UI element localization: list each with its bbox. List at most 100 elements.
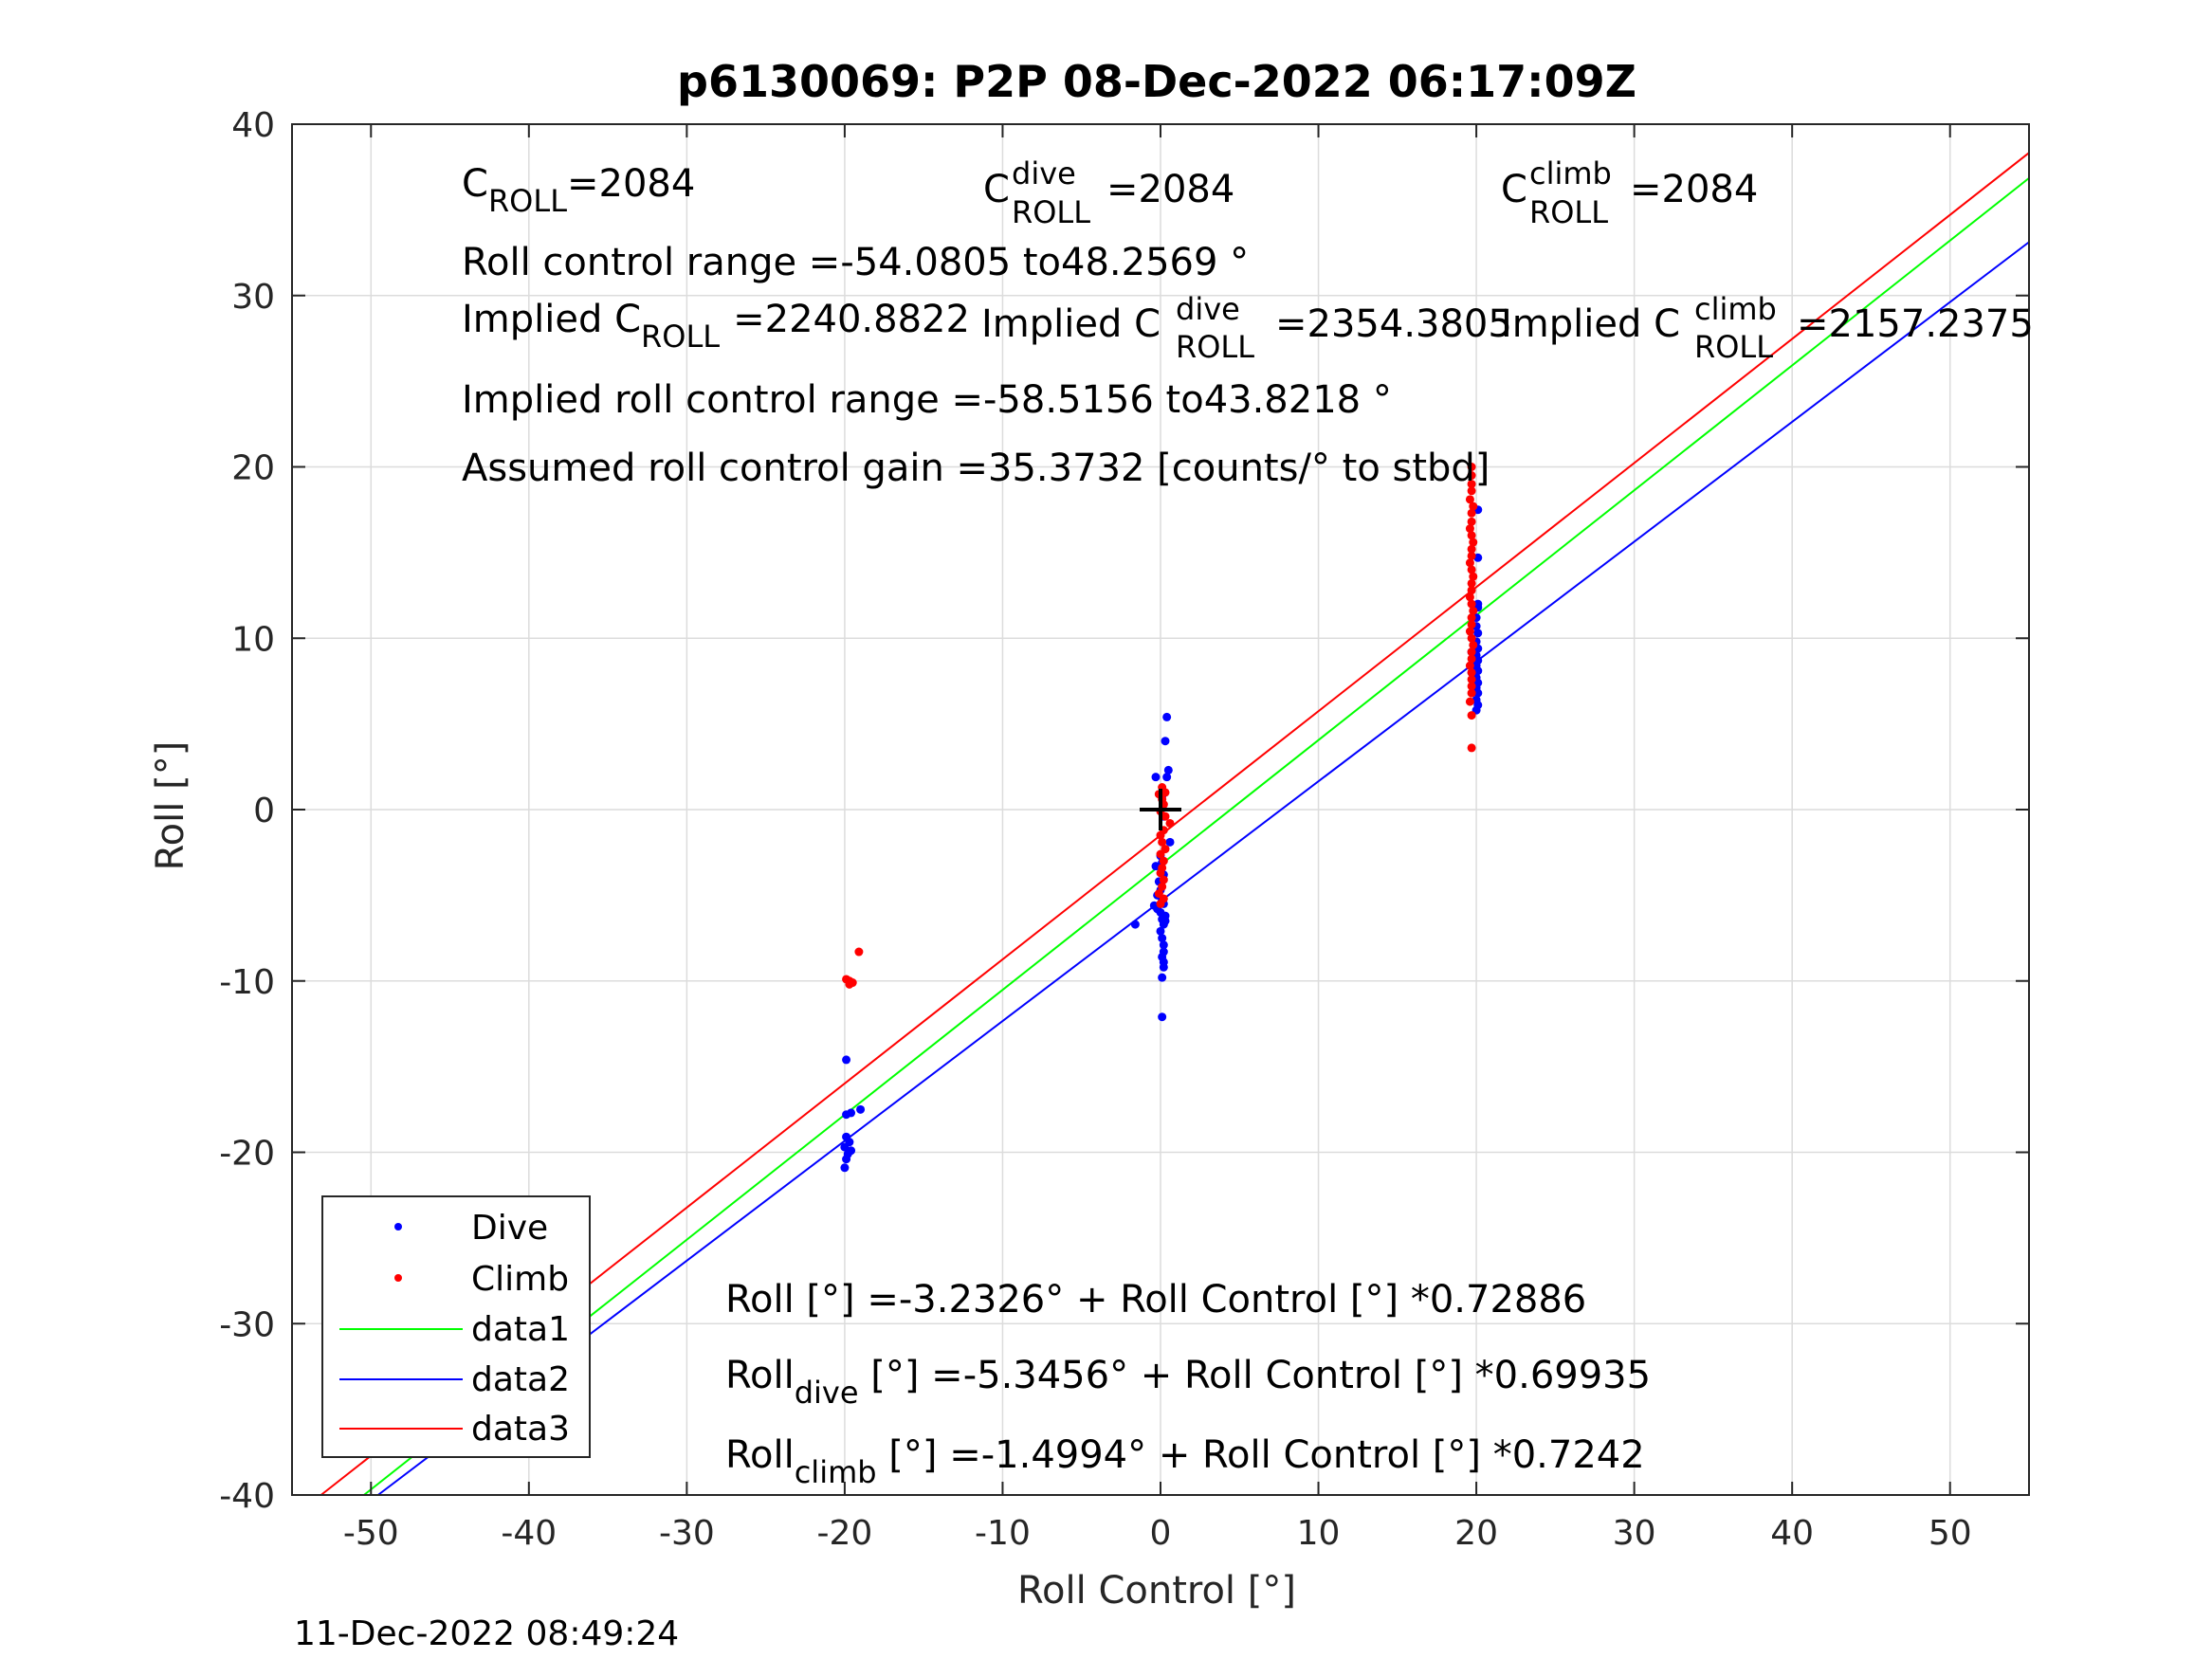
x-tick-label: 50 [1929,1514,1972,1553]
x-tick-label: -30 [659,1514,715,1553]
climb-point [1469,606,1478,615]
climb-point [1156,868,1165,878]
climb-point [1467,544,1476,554]
climb-point [1467,480,1476,489]
x-tick-label: 0 [1150,1514,1172,1553]
climb-point [1465,627,1474,636]
climb-point [1469,538,1478,547]
dive-point [847,1108,856,1118]
dive-point [840,1142,850,1152]
fit-dive-equation: Rolldive [°] =-5.3456° + Roll Control [°… [725,1354,1651,1411]
legend-data3-label: data3 [471,1410,570,1449]
y-axis-label: Roll [°] [149,741,192,871]
chart-title: p6130069: P2P 08-Dec-2022 06:17:09Z [677,56,1636,107]
dive-point [842,1055,851,1065]
climb-point [1467,647,1476,657]
dive-point [1163,765,1173,775]
c-roll-dive-value: =2084 [1106,168,1234,211]
implied-range: Implied roll control range =-58.5156 to4… [462,378,1392,422]
c-roll-climb-sup: climb [1529,155,1612,191]
climb-point [1467,551,1476,560]
implied-c-roll-climb-value: =2157.2375 [1797,302,2034,346]
dive-point [1158,934,1167,943]
climb-point [1467,599,1476,609]
climb-point [1467,667,1476,677]
roll-control-range: Roll control range =-54.0805 to48.2569 ° [462,241,1249,284]
dive-point [1473,629,1483,638]
climb-point [1465,558,1474,568]
y-tick-label: -10 [219,963,275,1002]
climb-point [1467,586,1476,595]
tick-labels: -50 -40 -30 -20 -10 0 10 20 30 40 50 -40 -30 -20 -10 0 1… [219,106,1971,1553]
x-tick-label: 30 [1613,1514,1656,1553]
fit-climb-equation: Rollclimb [°] =-1.4994° + Roll Control [… [725,1433,1645,1490]
climb-point [1465,592,1474,602]
dive-point [1473,688,1483,698]
x-tick-label: -10 [975,1514,1031,1553]
climb-point [1469,640,1478,649]
climb-point [1158,837,1167,847]
dive-point [1158,1012,1167,1022]
x-tick-label: 10 [1297,1514,1341,1553]
climb-point [1467,682,1476,691]
legend-dive-label: Dive [471,1209,548,1248]
climb-point [1467,613,1476,623]
y-tick-label: 10 [231,620,275,659]
climb-point [1156,830,1165,840]
climb-point [1467,675,1476,684]
climb-point [1465,495,1474,504]
gain-annotation: Assumed roll control gain =35.3732 [coun… [462,447,1490,490]
climb-point [1467,565,1476,574]
c-roll-climb-sub: ROLL [1529,194,1608,230]
climb-point [1465,661,1474,670]
climb-point [1467,531,1476,540]
dive-point [1162,773,1172,782]
climb-point [1467,654,1476,664]
x-tick-label: 20 [1454,1514,1498,1553]
y-tick-label: 30 [231,278,275,317]
climb-point [845,979,854,989]
climb-point [1467,463,1476,471]
x-axis-label: Roll Control [°] [1017,1569,1296,1613]
climb-point [1467,471,1476,481]
climb-point [1158,882,1167,891]
c-roll-climb-annotation: C [1501,168,1527,211]
dive-point [840,1163,850,1173]
climb-point [1467,578,1476,588]
dive-point [1156,926,1165,936]
climb-point [1467,633,1476,643]
dive-point [1151,773,1161,782]
dive-point [856,1104,866,1114]
legend-data1-label: data1 [471,1310,570,1349]
legend-climb-label: Climb [471,1260,569,1299]
y-tick-label: 0 [253,792,275,830]
y-tick-label: 40 [231,106,275,145]
dive-point [1161,916,1170,925]
implied-c-roll-dive-sub: ROLL [1176,329,1254,365]
x-tick-label: -50 [343,1514,399,1553]
climb-point [1156,849,1165,859]
implied-c-roll: Implied CROLL =2240.8822 [462,298,970,355]
c-roll-annotation: CROLL=2084 [462,162,695,219]
dive-point [1161,737,1170,746]
x-tick-label: 40 [1770,1514,1814,1553]
fit-all-equation: Roll [°] =-3.2326° + Roll Control [°] *0… [725,1278,1586,1322]
fit-lines [320,152,2030,1496]
implied-c-roll-dive: Implied C [981,302,1161,346]
fit-line-data1 [363,177,2030,1496]
climb-point [1465,524,1474,534]
climb-point [1465,697,1474,706]
dive-point [1158,973,1167,982]
climb-point [1469,501,1478,511]
legend-data2-label: data2 [471,1360,570,1399]
dive-point [1165,837,1175,847]
climb-point [1159,856,1168,866]
c-roll-climb-value: =2084 [1630,168,1758,211]
climb-point [854,947,864,957]
fit-line-data2 [377,241,2030,1496]
implied-c-roll-climb: Implied C [1501,302,1680,346]
climb-point [1467,486,1476,496]
x-tick-label: -40 [501,1514,557,1553]
dive-point [1130,920,1140,929]
